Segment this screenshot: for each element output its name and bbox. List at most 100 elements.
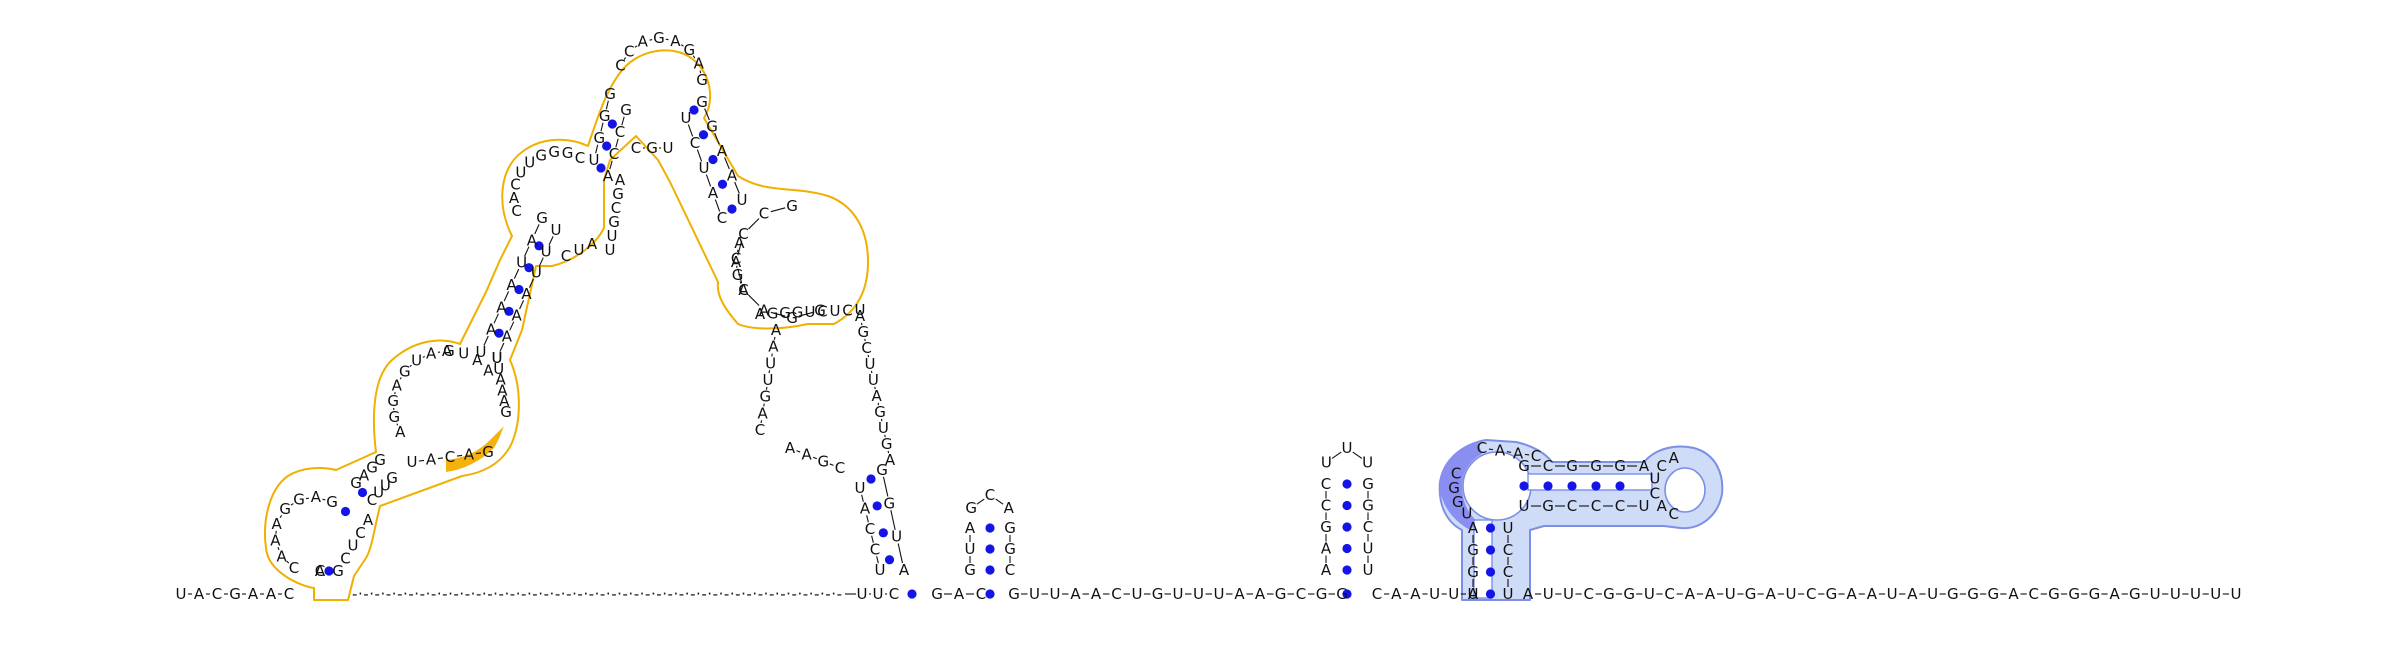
- backbone-nucleotide: G: [1336, 585, 1348, 603]
- base-pair-dot: [1591, 481, 1600, 490]
- orange-loop-nucleotide: A: [311, 488, 322, 506]
- big-loop-stem-nucleotide: U: [875, 561, 886, 579]
- backbone-5prime-nucleotide: C: [284, 585, 294, 603]
- orange-loop-nucleotide: G: [399, 362, 411, 380]
- big-loop-stem-nucleotide: U: [891, 528, 902, 546]
- backbone-3prime-nucleotide: G: [1603, 585, 1615, 603]
- orange-stem-nucleotide: G: [386, 469, 398, 487]
- orange-tail-nucleotide: U: [805, 303, 816, 321]
- blue-stem-nucleotide: C: [1503, 563, 1513, 581]
- blue-helix-nucleotide: U: [1639, 497, 1650, 515]
- orange-loop-nucleotide: C: [445, 448, 455, 466]
- base-pair-dot: [727, 204, 736, 213]
- backbone-3prime-nucleotide: C: [1664, 585, 1674, 603]
- backbone-segment: [748, 218, 759, 229]
- orange-stem-nucleotide: A: [502, 328, 513, 346]
- backbone-3prime-nucleotide: A: [2109, 585, 2120, 603]
- orange-hinge-nucleotide: G: [646, 139, 658, 157]
- backbone-5prime-nucleotide: C: [212, 585, 222, 603]
- backbone-3prime-nucleotide: G: [1745, 585, 1757, 603]
- blue-helix-nucleotide: C: [1615, 497, 1625, 515]
- orange-stem-nucleotide: G: [696, 93, 708, 111]
- orange-apex-nucleotide: G: [696, 71, 708, 89]
- base-pair-dot: [879, 528, 888, 537]
- orange-loop-nucleotide: U: [458, 345, 469, 363]
- orange-stem-nucleotide: C: [315, 562, 325, 580]
- backbone-3prime-nucleotide: U: [1543, 585, 1554, 603]
- orange-loop-nucleotide: G: [389, 408, 401, 426]
- backbone-3prime-nucleotide: C: [1806, 585, 1816, 603]
- big-loop-stem-nucleotide: U: [855, 479, 866, 497]
- orange-stem-nucleotide: A: [363, 511, 374, 529]
- orange-apex-nucleotide: A: [670, 32, 681, 50]
- backbone-nucleotide: C: [1111, 585, 1121, 603]
- hairpin-b-nucleotide: G: [1362, 475, 1374, 493]
- backbone-segment: [748, 295, 759, 306]
- backbone-nucleotide: C: [976, 585, 986, 603]
- big-loop-nucleotide: U: [765, 354, 776, 372]
- orange-loop-nucleotide: A: [587, 235, 598, 253]
- orange-apex-nucleotide: A: [638, 33, 649, 51]
- backbone-nucleotide: C: [1372, 585, 1382, 603]
- orange-tail-nucleotide: G: [767, 305, 779, 323]
- orange-tail-nucleotide: U: [830, 302, 841, 320]
- blue-end-loop-nucleotide: C: [1668, 505, 1678, 523]
- big-loop-nucleotide: A: [771, 321, 782, 339]
- backbone-nucleotide: A: [1410, 585, 1421, 603]
- backbone-nucleotide: U: [873, 585, 884, 603]
- base-pair-dot: [885, 555, 894, 564]
- hairpin-b-nucleotide: U: [1363, 540, 1374, 558]
- hairpin-a-loop-nucleotide: A: [1004, 499, 1015, 517]
- blue-loop-nucleotide: C: [1477, 439, 1487, 457]
- orange-stem-nucleotide: A: [717, 142, 728, 160]
- orange-loop-nucleotide: G: [326, 493, 338, 511]
- blue-loop-nucleotide: A: [1495, 442, 1506, 460]
- orange-stem-nucleotide: A: [512, 306, 523, 324]
- hairpin-a-nucleotide: G: [1004, 519, 1016, 537]
- orange-loop-nucleotide: G: [443, 342, 455, 360]
- base-pair-dot: [1486, 567, 1495, 576]
- blue-stem-nucleotide: G: [1467, 563, 1479, 581]
- hairpin-a-nucleotide: C: [1005, 561, 1015, 579]
- orange-loop-nucleotide: C: [289, 559, 299, 577]
- orange-loop-nucleotide: U: [411, 351, 422, 369]
- hairpin-b-nucleotide: U: [1363, 561, 1374, 579]
- blue-stem-nucleotide: U: [1468, 585, 1479, 603]
- base-pair-dot: [985, 544, 994, 553]
- backbone-segment: [1525, 454, 1529, 455]
- orange-stem-nucleotide: A: [603, 167, 614, 185]
- backbone-lines: [188, 39, 2229, 594]
- blue-loop-nucleotide: C: [1531, 447, 1541, 465]
- orange-stem-nucleotide: G: [620, 101, 632, 119]
- orange-apex-nucleotide: G: [653, 29, 665, 47]
- hairpin-b-nucleotide: C: [1363, 518, 1373, 536]
- backbone-nucleotide: G: [1152, 585, 1164, 603]
- backbone-segment: [323, 499, 326, 500]
- backbone-3prime-nucleotide: A: [1867, 585, 1878, 603]
- base-pair-dot: [1342, 544, 1351, 553]
- orange-loop-nucleotide: G: [387, 392, 399, 410]
- backbone-3prime-nucleotide: G: [2129, 585, 2141, 603]
- backbone-3prime-nucleotide: A: [1766, 585, 1777, 603]
- backbone-5prime-nucleotide: A: [266, 585, 277, 603]
- big-loop-nucleotide: C: [755, 421, 765, 439]
- orange-loop-nucleotide: A: [738, 281, 749, 299]
- backbone-nucleotide: U: [1132, 585, 1143, 603]
- orange-stem-nucleotide: C: [690, 134, 700, 152]
- orange-tail-nucleotide: G: [792, 304, 804, 322]
- orange-loop-nucleotide: G: [786, 197, 798, 215]
- orange-stem-nucleotide: G: [706, 118, 718, 136]
- hairpin-a-loop-nucleotide: C: [985, 486, 995, 504]
- orange-hinge-nucleotide: C: [631, 139, 641, 157]
- backbone-3prime-nucleotide: A: [1705, 585, 1716, 603]
- hairpin-b-nucleotide: G: [1362, 497, 1374, 515]
- hairpin-b-nucleotide: C: [1321, 475, 1331, 493]
- backbone-nucleotide: A: [1070, 585, 1081, 603]
- backbone-nucleotide: C: [889, 585, 899, 603]
- hairpin-b-loop-nucleotide: U: [1321, 453, 1332, 471]
- blue-helix-nucleotide: C: [1543, 457, 1553, 475]
- backbone-segment: [796, 451, 800, 452]
- blue-stem-nucleotide: C: [1503, 541, 1513, 559]
- orange-stem-nucleotide: C: [609, 145, 619, 163]
